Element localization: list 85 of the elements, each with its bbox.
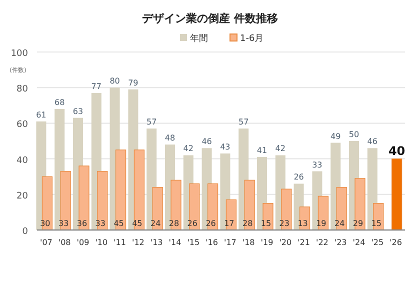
data-label: 57 — [146, 118, 157, 127]
data-label: 80 — [110, 76, 120, 86]
data-label: 79 — [128, 78, 138, 88]
data-label: 26 — [187, 219, 198, 228]
x-tick-label: '26 — [390, 238, 402, 247]
data-label: 42 — [275, 144, 286, 154]
y-tick-label: 60 — [16, 120, 28, 130]
x-tick-label: '21 — [298, 238, 310, 247]
data-label: 33 — [58, 219, 69, 228]
x-tick-label: '16 — [206, 238, 218, 247]
x-tick-label: '22 — [316, 238, 328, 247]
data-label: 50 — [348, 130, 360, 139]
x-tick-label: '11 — [114, 238, 126, 247]
bar — [152, 186, 163, 230]
data-label: 68 — [54, 98, 65, 107]
legend-label: 1-6月 — [240, 34, 264, 44]
data-label: 77 — [91, 82, 102, 91]
bar — [189, 183, 200, 230]
bar — [336, 186, 347, 230]
x-tick-label: '08 — [58, 238, 71, 247]
data-label: 57 — [238, 118, 249, 127]
data-label: 28 — [168, 219, 180, 228]
x-tick-label: '25 — [371, 238, 384, 247]
data-label: 48 — [164, 134, 176, 143]
data-label: 40 — [388, 144, 406, 158]
x-tick-label: '07 — [40, 238, 52, 247]
bar — [42, 176, 52, 230]
data-label: 49 — [330, 132, 341, 141]
data-label: 23 — [279, 219, 290, 228]
bar — [208, 183, 218, 230]
bar — [392, 158, 402, 230]
bar — [78, 166, 90, 230]
data-label: 43 — [220, 142, 230, 152]
data-label: 41 — [256, 146, 268, 156]
bar — [60, 170, 71, 230]
data-label: 36 — [76, 219, 88, 228]
bar — [97, 170, 108, 230]
bar — [244, 180, 255, 230]
bar — [226, 199, 236, 230]
y-tick-label: 40 — [16, 156, 28, 166]
data-label: 61 — [36, 110, 46, 120]
data-label: 30 — [40, 219, 50, 228]
data-label: 33 — [95, 219, 106, 228]
bar — [354, 178, 366, 230]
x-tick-label: '17 — [224, 238, 236, 247]
data-label: 17 — [224, 219, 234, 228]
x-tick-label: '20 — [279, 238, 292, 247]
data-label: 33 — [312, 160, 322, 170]
bar — [134, 150, 144, 230]
data-label: 26 — [206, 219, 216, 228]
data-label: 24 — [150, 219, 161, 228]
data-label: 42 — [183, 144, 194, 154]
x-tick-label: '19 — [260, 238, 274, 247]
bar — [170, 180, 182, 230]
x-tick-label: '09 — [76, 238, 90, 247]
x-tick-label: '24 — [352, 238, 366, 247]
x-tick-label: '13 — [150, 238, 163, 247]
y-tick-label: 100 — [10, 49, 28, 59]
bar — [116, 150, 126, 230]
data-label: 15 — [260, 219, 272, 228]
bar — [262, 203, 274, 230]
x-tick-label: '15 — [187, 238, 200, 247]
legend-label: 年間 — [190, 33, 208, 44]
data-label: 28 — [242, 219, 253, 228]
x-tick-label: '12 — [132, 238, 144, 247]
data-label: 19 — [316, 219, 326, 228]
bar — [281, 188, 292, 230]
y-tick-label: 20 — [16, 191, 28, 202]
x-tick-label: '18 — [242, 238, 255, 247]
data-label: 46 — [202, 137, 212, 146]
x-tick-label: '23 — [334, 238, 347, 247]
data-label: 29 — [352, 219, 364, 228]
data-label: 45 — [114, 219, 124, 228]
y-tick-label: 0 — [22, 227, 28, 237]
data-label: 24 — [334, 219, 345, 228]
data-label: 13 — [298, 219, 308, 228]
chart-title: デザイン業の倒産 件数推移 — [142, 12, 278, 25]
x-tick-label: '10 — [95, 238, 108, 247]
data-label: 26 — [294, 172, 304, 182]
x-tick-label: '14 — [168, 238, 182, 247]
y-tick-label: 80 — [16, 84, 28, 95]
data-label: 63 — [72, 106, 84, 116]
data-label: 15 — [371, 219, 382, 228]
data-label: 45 — [132, 219, 142, 228]
data-label: 46 — [367, 137, 378, 146]
